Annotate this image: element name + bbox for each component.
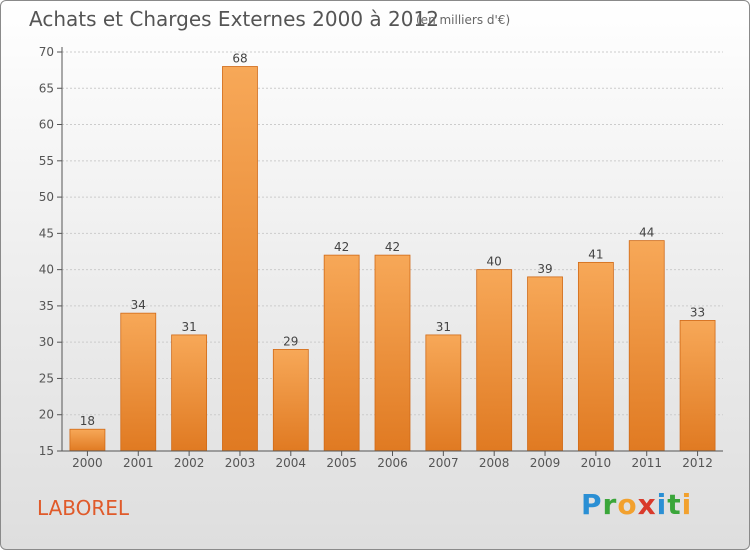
value-label-2008: 40 [487,255,502,269]
y-tick-label: 45 [39,226,54,240]
value-label-2006: 42 [385,240,400,254]
y-tick-label: 55 [39,154,54,168]
y-tick-label: 15 [39,444,54,458]
y-tick-label: 40 [39,263,54,277]
x-tick-label-2011: 2011 [631,456,662,470]
y-tick-label: 20 [39,408,54,422]
value-label-2012: 33 [690,305,705,319]
bar-2006 [374,254,411,452]
x-tick-label-2010: 2010 [581,456,612,470]
bar-2002 [171,334,208,452]
x-tick-label-2005: 2005 [326,456,357,470]
bar-2003 [222,66,258,452]
proxiti-logo: Proxiti [581,488,693,521]
value-label-2005: 42 [334,240,349,254]
y-tick-label: 65 [39,81,54,95]
commune-name: LABOREL [37,496,130,520]
bar-2004 [272,349,309,452]
bar-2007 [425,334,462,452]
y-tick-label: 25 [39,371,54,385]
y-tick-label: 70 [39,45,54,59]
chart-title: Achats et Charges Externes 2000 à 2012 [29,7,439,31]
x-tick-label-2002: 2002 [174,456,205,470]
x-tick-label-2001: 2001 [123,456,154,470]
x-tick-label-2000: 2000 [72,456,103,470]
labels: 15 20 25 30 35 40 45 50 55 60 65 70 18 2000 34 2001 31 20… [39,45,713,470]
bar-2009 [527,276,563,452]
bar-2008 [476,269,513,452]
value-label-2007: 31 [436,320,451,334]
x-tick-label-2007: 2007 [428,456,459,470]
x-tick-label-2004: 2004 [276,456,307,470]
chart-subtitle: (en milliers d'€) [416,13,511,27]
bars [69,66,716,452]
value-label-2000: 18 [80,414,95,428]
bar-2005 [323,254,360,452]
axes [57,47,723,456]
x-tick-label-2003: 2003 [225,456,256,470]
y-tick-label: 30 [39,335,54,349]
x-tick-label-2008: 2008 [479,456,510,470]
value-label-2001: 34 [131,298,146,312]
value-label-2002: 31 [181,320,196,334]
bar-2010 [577,261,614,452]
x-tick-label-2012: 2012 [682,456,713,470]
y-tick-label: 60 [39,118,54,132]
x-tick-label-2006: 2006 [377,456,408,470]
bar-2012 [679,320,716,452]
y-tick-label: 50 [39,190,54,204]
value-label-2004: 29 [283,334,298,348]
bar-2011 [628,240,665,452]
bar-2001 [120,312,157,452]
value-label-2010: 41 [588,247,603,261]
y-tick-label: 35 [39,299,54,313]
x-tick-label-2009: 2009 [530,456,561,470]
value-label-2011: 44 [639,226,654,240]
value-label-2003: 68 [232,52,247,66]
bar-2000 [69,428,106,452]
value-label-2009: 39 [537,262,552,276]
